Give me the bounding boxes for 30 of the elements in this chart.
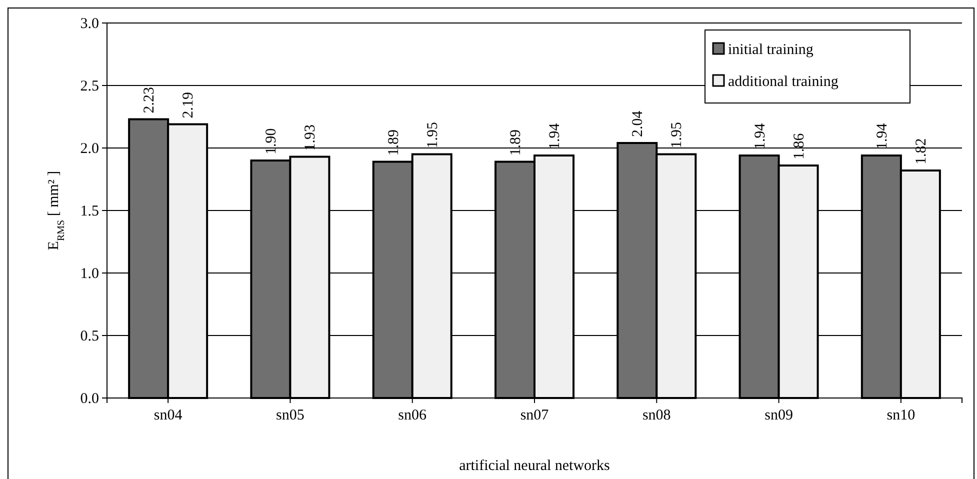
- data-label: 1.95: [424, 122, 441, 148]
- y-tick-label: 1.0: [80, 266, 99, 282]
- data-label: 1.93: [302, 124, 319, 151]
- x-tick-label: sn10: [886, 408, 916, 424]
- data-label: 2.19: [180, 92, 197, 118]
- legend-label: initial training: [728, 42, 814, 58]
- x-tick-label: sn09: [764, 408, 793, 424]
- data-label: 1.94: [874, 122, 890, 150]
- data-label: 1.89: [386, 130, 402, 156]
- data-label: 1.89: [508, 130, 524, 156]
- data-label: 1.95: [669, 122, 686, 148]
- data-label: 2.23: [142, 87, 158, 114]
- y-tick-label: 3.0: [80, 16, 99, 32]
- x-tick-label: sn04: [154, 408, 183, 424]
- x-axis-title: artificial neural networks: [459, 458, 610, 474]
- legend-label: additional training: [728, 74, 839, 90]
- y-tick-label: 2.0: [80, 140, 99, 157]
- x-tick-label: sn08: [642, 408, 671, 424]
- data-label: 2.04: [630, 110, 646, 137]
- data-label: 1.94: [547, 122, 563, 150]
- x-tick-label: sn07: [520, 408, 550, 424]
- y-tick-label: 1.5: [80, 203, 99, 220]
- y-tick-label: 0.0: [80, 390, 99, 407]
- data-label: 1.90: [264, 128, 280, 154]
- y-tick-label: 2.5: [80, 78, 99, 94]
- x-tick-label: sn05: [276, 408, 304, 424]
- data-label: 1.94: [752, 122, 768, 150]
- x-tick-label: sn06: [398, 408, 428, 424]
- data-label: 1.86: [791, 132, 808, 160]
- y-tick-label: 0.5: [80, 328, 99, 344]
